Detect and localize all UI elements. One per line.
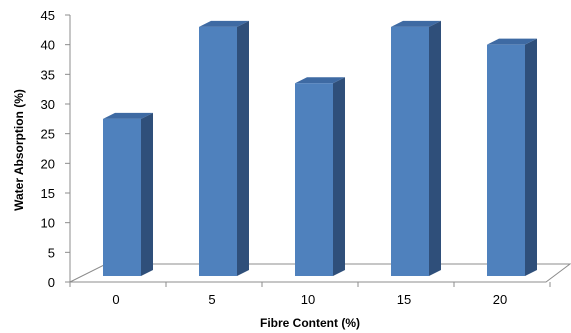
- x-tick-label: 20: [493, 292, 507, 307]
- bar-front: [103, 118, 141, 276]
- y-tick-label: 40: [41, 38, 55, 53]
- bar-top: [103, 112, 153, 119]
- bar-side: [237, 20, 249, 276]
- x-tick-label: 5: [208, 292, 215, 307]
- x-tick-label: 15: [397, 292, 411, 307]
- y-tick-label: 10: [41, 216, 55, 231]
- bar-top: [487, 38, 537, 45]
- x-axis-title: Fibre Content (%): [260, 316, 360, 330]
- y-tick-label: 25: [41, 127, 55, 142]
- bar-20: [487, 38, 537, 276]
- bar-10: [295, 77, 345, 276]
- y-tick-label: 5: [48, 245, 55, 260]
- y-tick-label: 30: [41, 97, 55, 112]
- x-tick-label: 0: [112, 292, 119, 307]
- bar-5: [199, 20, 249, 276]
- bars: [103, 20, 537, 276]
- x-tick-label: 10: [301, 292, 315, 307]
- bar-front: [391, 26, 429, 276]
- bar-front: [487, 44, 525, 276]
- bar-side: [333, 77, 345, 276]
- y-tick-label: 35: [41, 67, 55, 82]
- y-axis-ticks: 0 5 10 15 20 25 30 35 40 45: [41, 8, 70, 290]
- bar-top: [199, 20, 249, 27]
- bar-side: [429, 20, 441, 276]
- bar-top: [295, 77, 345, 84]
- bar-side: [141, 112, 153, 276]
- bar-15: [391, 20, 441, 276]
- y-tick-label: 0: [48, 275, 55, 290]
- bar-front: [295, 83, 333, 276]
- y-tick-label: 15: [41, 186, 55, 201]
- bar-0: [103, 112, 153, 276]
- x-axis-ticks: 0 5 10 15 20: [69, 282, 551, 307]
- y-axis-title: Water Absorption (%): [12, 89, 26, 211]
- bar-front: [199, 26, 237, 276]
- bar-top: [391, 20, 441, 27]
- bar-side: [525, 38, 537, 276]
- y-tick-label: 45: [41, 8, 55, 23]
- y-tick-label: 20: [41, 156, 55, 171]
